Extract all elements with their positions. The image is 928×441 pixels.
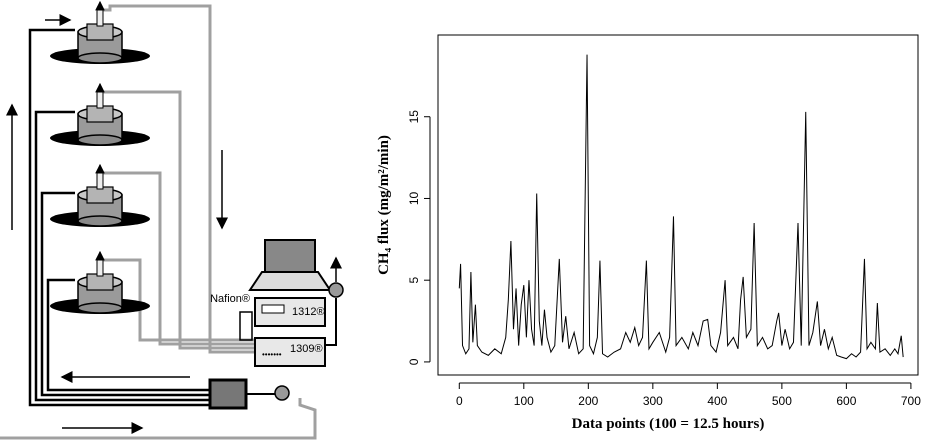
chart: Data points (100 = 12.5 hours) CH₄ flux … — [376, 34, 921, 432]
x-tick-label: 0 — [456, 394, 463, 408]
sample-line — [103, 4, 256, 354]
analyzer — [254, 337, 326, 367]
y-tick-label: 10 — [407, 191, 421, 205]
pump-line — [325, 298, 337, 346]
return-line — [28, 28, 210, 407]
sample-line — [103, 90, 256, 350]
x-tick-label: 100 — [514, 394, 534, 408]
x-tick-label: 300 — [643, 394, 663, 408]
nafion-label: Nafion® — [210, 293, 250, 305]
dryer — [208, 378, 248, 410]
pump — [328, 282, 344, 298]
return-line — [46, 278, 210, 392]
chamber — [50, 2, 150, 64]
y-tick-label: 15 — [407, 110, 421, 124]
y-axis-label: CH₄ flux (mg/m²/min) — [376, 135, 392, 275]
data-line — [458, 54, 904, 360]
y-tick-label: 0 — [407, 358, 421, 365]
x-tick-label: 700 — [901, 394, 921, 408]
laptop-screen — [264, 239, 316, 273]
x-tick-label: 500 — [772, 394, 792, 408]
sample-line — [103, 258, 256, 342]
x-tick-label: 600 — [836, 394, 856, 408]
plot-frame — [437, 34, 919, 376]
x-axis-label: Data points (100 = 12.5 hours) — [572, 416, 765, 432]
y-tick-label: 5 — [407, 277, 421, 284]
sample-line — [0, 398, 317, 440]
display — [261, 304, 285, 314]
x-tick-label: 200 — [578, 394, 598, 408]
setup-diagram: 1312® Nafion® ••••••• 1309® — [0, 2, 344, 440]
analyzer-label: 1312® — [292, 306, 325, 318]
x-tick-label: 400 — [707, 394, 727, 408]
nafion-tube — [239, 311, 253, 341]
sample-line — [103, 171, 256, 346]
return-line — [34, 110, 210, 402]
panel: ••••••• — [262, 350, 282, 359]
return-line — [40, 191, 210, 397]
analyzer-label: 1309® — [290, 343, 323, 355]
laptop-keyboard — [248, 271, 332, 291]
pump — [274, 385, 290, 401]
